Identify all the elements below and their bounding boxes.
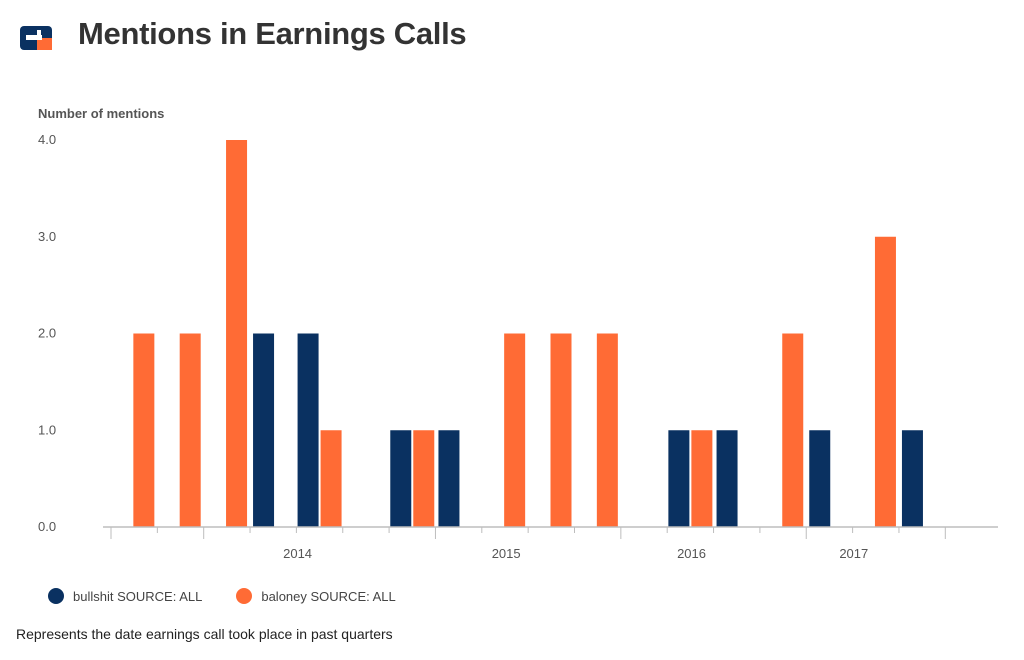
legend-item-bullshit: bullshit SOURCE: ALL — [48, 588, 202, 604]
bar-bullshit — [438, 430, 460, 527]
bar-chart: Number of mentions 0.0 1.0 2.0 3.0 4.0 2014 201… — [38, 106, 998, 561]
legend-label-baloney: baloney SOURCE: ALL — [261, 588, 396, 604]
bar-bullshit — [809, 430, 831, 527]
bar-baloney — [226, 140, 248, 527]
bar-baloney — [782, 333, 804, 527]
bar-baloney — [320, 430, 342, 527]
x-tick-label: 2016 — [677, 546, 706, 561]
legend-swatch-bullshit — [48, 588, 64, 604]
x-tick-label: 2015 — [492, 546, 521, 561]
x-tick-label: 2014 — [283, 546, 312, 561]
bar-bullshit — [901, 430, 923, 527]
legend-label-bullshit: bullshit SOURCE: ALL — [73, 588, 203, 604]
page-title: Mentions in Earnings Calls — [78, 16, 467, 51]
bar-baloney — [550, 333, 572, 527]
footnote: Represents the date earnings call took p… — [16, 626, 393, 642]
legend-item-baloney: baloney SOURCE: ALL — [236, 588, 396, 604]
bar-baloney — [133, 333, 155, 527]
y-tick-label: 1.0 — [38, 422, 56, 437]
bar-bullshit — [297, 333, 319, 527]
bar-baloney — [874, 236, 896, 527]
bar-baloney — [413, 430, 435, 527]
bar-baloney — [179, 333, 201, 527]
legend-swatch-baloney — [236, 588, 253, 604]
y-tick-label: 4.0 — [38, 132, 56, 147]
bar-baloney — [504, 333, 526, 527]
bar-bullshit — [390, 430, 412, 527]
y-tick-label: 0.0 — [38, 519, 56, 534]
y-tick-label: 3.0 — [38, 229, 56, 244]
bar-bullshit — [716, 430, 738, 527]
bar-bullshit — [668, 430, 690, 527]
bar-baloney — [691, 430, 713, 527]
bar-baloney — [596, 333, 618, 527]
bar-bullshit — [253, 333, 275, 527]
y-tick-label: 2.0 — [38, 326, 56, 341]
y-axis-label: Number of mentions — [38, 106, 164, 121]
x-tick-label: 2017 — [839, 546, 868, 561]
brand-logo-icon — [20, 26, 52, 50]
legend: bullshit SOURCE: ALL baloney SOURCE: ALL — [48, 588, 430, 604]
